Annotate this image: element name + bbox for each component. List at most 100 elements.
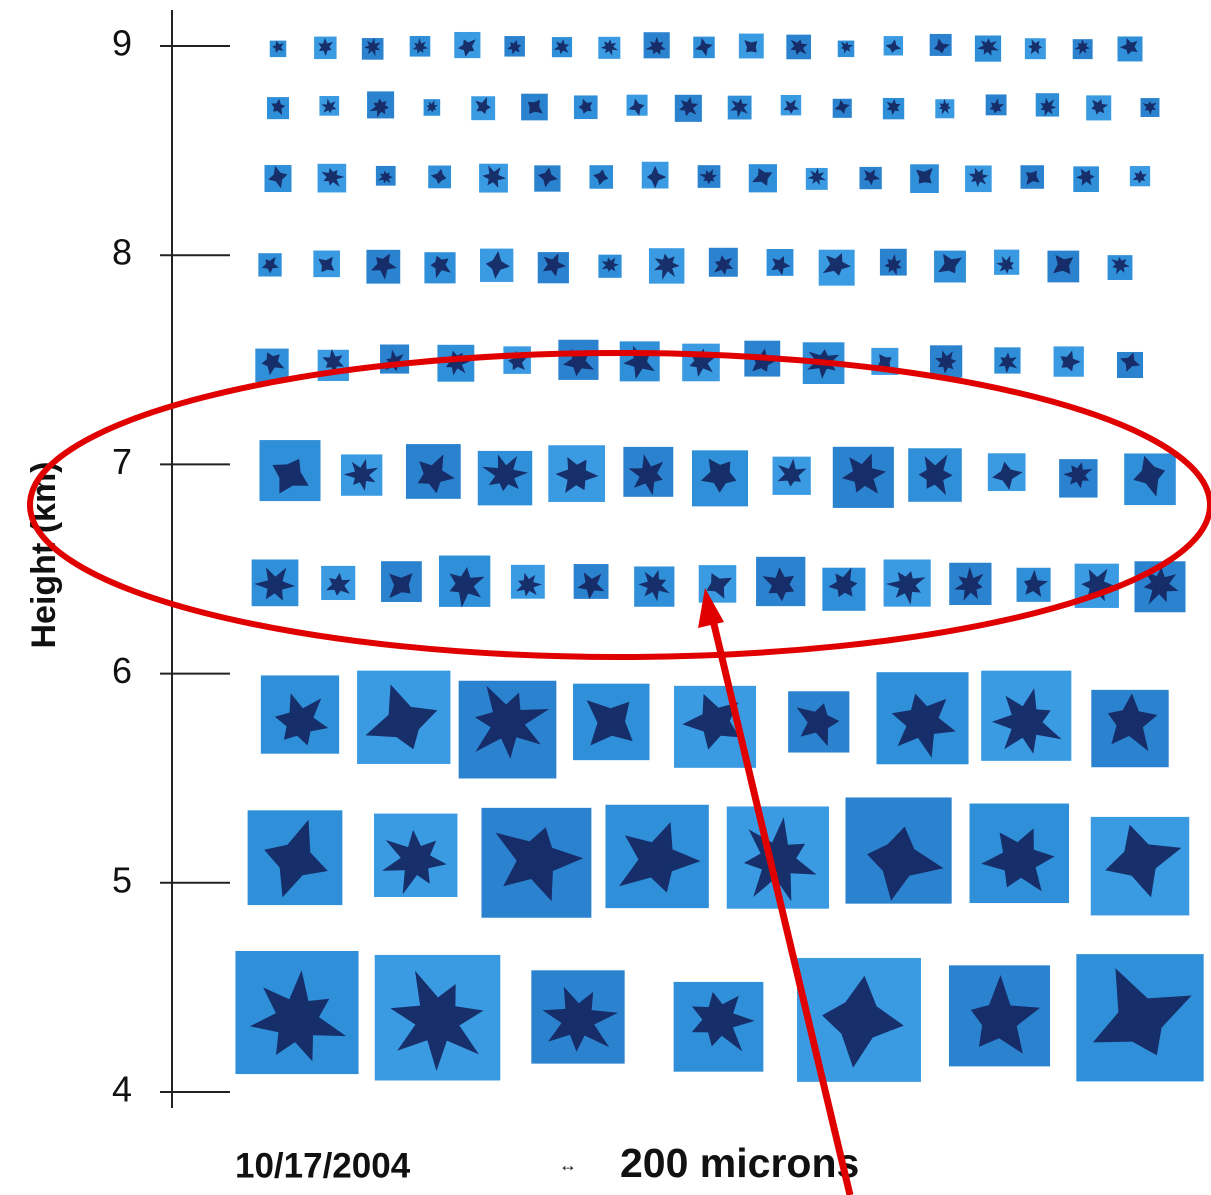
tick-label: 7	[112, 441, 132, 482]
crystal-shape	[365, 684, 438, 750]
crystal-shape	[249, 970, 347, 1062]
crystal-shape	[261, 256, 279, 274]
crystal	[697, 165, 721, 188]
crystal-shape	[918, 454, 953, 496]
crystal	[598, 36, 621, 59]
crystal-shape	[867, 826, 944, 901]
crystal	[876, 672, 969, 765]
crystal	[1076, 954, 1204, 1082]
crystal-shape	[744, 40, 758, 53]
crystal-shape	[377, 170, 393, 184]
crystal	[994, 249, 1020, 275]
crystal-shape	[1028, 39, 1043, 55]
crystal-shape	[321, 168, 345, 187]
crystal	[405, 444, 461, 499]
crystal	[882, 97, 905, 120]
crystal-shape	[555, 457, 599, 493]
crystal-shape	[1040, 97, 1057, 117]
crystal-shape	[254, 567, 296, 601]
crystal-shape	[586, 700, 633, 746]
crystal-shape	[841, 453, 887, 494]
crystal	[503, 346, 531, 374]
crystal	[437, 344, 475, 382]
crystal	[987, 453, 1026, 492]
crystal-shape	[268, 165, 288, 189]
crystal-shape	[426, 100, 438, 113]
crystal	[1047, 250, 1080, 283]
crystal	[908, 448, 962, 502]
crystal-shape	[938, 253, 962, 274]
crystal	[255, 348, 289, 382]
crystal-shape	[968, 167, 989, 187]
crystal	[818, 249, 855, 286]
crystal	[780, 94, 802, 116]
crystal	[479, 163, 508, 193]
crystal-shape	[417, 454, 455, 494]
tick-label: 8	[112, 232, 132, 273]
crystal	[1053, 346, 1084, 377]
ticks: 9 8 7 6 5 4	[112, 23, 230, 1110]
crystal	[832, 446, 894, 508]
crystal-shape	[841, 41, 854, 54]
crystal	[510, 564, 545, 599]
crystal-shape	[834, 99, 850, 114]
crystal-shape	[886, 571, 926, 605]
crystal	[424, 252, 456, 284]
crystal	[458, 680, 557, 779]
crystal-shape	[553, 39, 570, 55]
crystal-shape	[752, 168, 773, 186]
crystal-shape	[1081, 568, 1115, 602]
crystal-shape	[274, 693, 329, 746]
crystal-shape	[318, 37, 333, 56]
crystal	[1090, 816, 1190, 916]
crystal-shape	[916, 168, 933, 184]
crystal-shape	[886, 99, 901, 116]
crystal-shape	[369, 98, 390, 118]
crystal	[1016, 567, 1051, 602]
crystal-shape	[430, 255, 451, 278]
crystal-shape	[822, 975, 904, 1068]
crystal-shape	[970, 975, 1041, 1054]
crystal	[1116, 351, 1144, 379]
crystal	[1134, 561, 1186, 613]
scale-symbol: ↔	[559, 1155, 577, 1175]
crystal	[738, 33, 764, 59]
crystal-shape	[516, 572, 542, 597]
crystal	[837, 40, 855, 58]
crystal	[673, 981, 764, 1072]
crystal	[934, 250, 966, 283]
crystal	[558, 339, 599, 380]
crystal-shape	[1120, 38, 1138, 55]
crystal	[693, 36, 715, 59]
crystal-shape	[628, 454, 664, 496]
crystal-shape	[322, 348, 344, 374]
crystal-shape	[807, 167, 826, 186]
crystal-shape	[495, 827, 584, 902]
crystal	[374, 954, 501, 1081]
crystal	[251, 559, 299, 607]
crystal-shape	[271, 98, 286, 115]
crystal	[1020, 165, 1045, 189]
crystal	[805, 167, 828, 190]
crystal	[366, 249, 401, 284]
crystal-shape	[482, 165, 507, 188]
crystal	[1091, 689, 1169, 768]
crystal	[623, 446, 674, 497]
crystal-shape	[935, 350, 957, 374]
crystal	[708, 247, 738, 277]
crystal	[259, 440, 321, 502]
crystal	[319, 95, 340, 116]
crystal	[756, 556, 806, 607]
tick-label: 6	[112, 650, 132, 691]
crystal-shape	[1092, 968, 1192, 1056]
crystal	[235, 950, 359, 1075]
crystal-shape	[382, 829, 447, 895]
crystal-shape	[884, 254, 902, 276]
crystal	[634, 566, 675, 607]
crystal-shape	[992, 461, 1023, 490]
tick-label: 9	[112, 23, 132, 64]
crystal-shape	[790, 39, 808, 56]
crystal	[981, 670, 1072, 761]
crystal	[985, 94, 1007, 116]
